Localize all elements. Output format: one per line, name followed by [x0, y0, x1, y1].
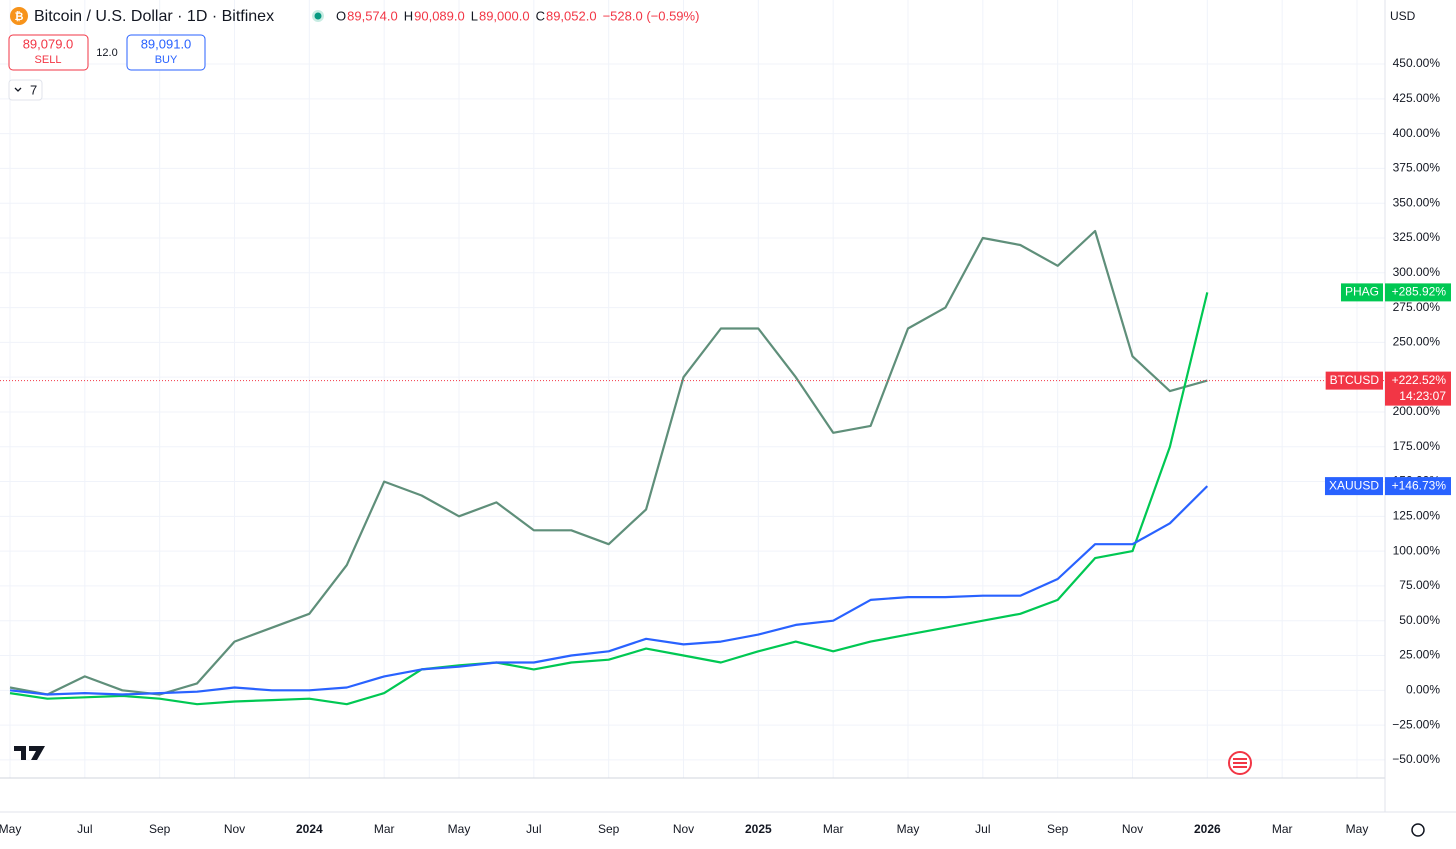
y-tick-label: 375.00%	[1393, 161, 1441, 175]
x-tick-label: Mar	[823, 822, 844, 836]
x-tick-label: May	[897, 822, 920, 836]
tv-logo	[14, 746, 45, 760]
series-badge	[1325, 371, 1383, 390]
y-tick-label: 275.00%	[1393, 300, 1441, 314]
buy-button[interactable]	[126, 34, 206, 71]
ohlc-label: L	[471, 8, 478, 23]
value-label: +285.92%	[1392, 285, 1447, 299]
x-tick-label: Nov	[224, 822, 245, 836]
x-tick-label: Nov	[1122, 822, 1143, 836]
ohlc-label: H	[404, 8, 413, 23]
y-tick-label: 175.00%	[1393, 439, 1441, 453]
value-label: +146.73%	[1392, 478, 1447, 492]
y-tick-label: 325.00%	[1393, 230, 1441, 244]
x-tick-label: Sep	[598, 822, 620, 836]
y-tick-label: 250.00%	[1393, 335, 1441, 349]
x-tick-label: 2025	[745, 822, 772, 836]
y-tick-label: 300.00%	[1393, 265, 1441, 279]
buy-label: BUY	[155, 54, 178, 66]
ohlc-value: 89,000.0	[479, 8, 530, 23]
series-badge-name: XAUUSD	[1329, 478, 1379, 492]
ohlc-value: 90,089.0	[414, 8, 465, 23]
value-badge	[1385, 283, 1451, 302]
sell-label: SELL	[35, 54, 62, 66]
series-badge-name: BTCUSD	[1330, 373, 1380, 387]
y-tick-label: 0.00%	[1406, 682, 1440, 696]
series-badge-name: PHAG	[1345, 285, 1379, 299]
x-tick-label: Jul	[526, 822, 541, 836]
buy-price: 89,091.0	[141, 36, 192, 51]
x-tick-label: Nov	[673, 822, 694, 836]
value-label: +222.52%	[1392, 373, 1447, 387]
y-tick-label: 425.00%	[1393, 91, 1441, 105]
x-tick-label: May	[448, 822, 471, 836]
y-tick-label: −25.00%	[1392, 717, 1440, 731]
series-badge	[1340, 283, 1383, 302]
y-tick-label: −50.00%	[1392, 752, 1440, 766]
series-badge	[1324, 477, 1383, 496]
currency-button[interactable]	[1386, 4, 1450, 30]
y-tick-label: 25.00%	[1399, 648, 1440, 662]
series-line	[9, 229, 1208, 696]
indicators-toggle[interactable]	[8, 79, 43, 101]
status-dot	[314, 12, 322, 20]
value-badge	[1385, 371, 1451, 406]
sell-price: 89,079.0	[23, 36, 74, 51]
ohlc-value: 89,574.0	[347, 8, 398, 23]
x-tick-label: Mar	[1272, 822, 1293, 836]
settings-icon[interactable]	[1411, 823, 1425, 837]
value-badge	[1385, 477, 1451, 496]
countdown: 14:23:07	[1399, 389, 1446, 403]
btc-icon	[10, 7, 28, 25]
y-tick-label: 450.00%	[1393, 56, 1441, 70]
x-tick-label: Jul	[975, 822, 990, 836]
series-line	[9, 292, 1209, 706]
y-tick-label: 125.00%	[1393, 509, 1441, 523]
ohlc-label: C	[536, 8, 545, 23]
indicators-count: 7	[30, 82, 37, 97]
x-tick-label: May	[0, 822, 21, 836]
y-tick-label: 200.00%	[1393, 404, 1441, 418]
btc-icon-glyph: ₿	[15, 11, 24, 23]
currency: USD	[1390, 9, 1416, 23]
y-tick-label: 400.00%	[1393, 126, 1441, 140]
x-tick-label: Sep	[149, 822, 171, 836]
grid	[0, 0, 1385, 778]
x-tick-label: Mar	[374, 822, 395, 836]
series-line	[9, 485, 1209, 696]
y-tick-label: 100.00%	[1393, 543, 1441, 557]
change: −528.0 (−0.59%)	[603, 8, 700, 23]
x-tick-label: 2026	[1194, 822, 1221, 836]
flag-stripes	[1233, 758, 1247, 768]
x-tick-label: May	[1346, 822, 1369, 836]
spread: 12.0	[96, 47, 117, 59]
sell-button[interactable]	[8, 34, 89, 71]
ohlc: O 89,574.0 H 90,089.0 L 89,000.0 C 89,052.0 −528…	[336, 8, 699, 23]
x-tick-label: Sep	[1047, 822, 1069, 836]
symbol: Bitcoin / U.S. Dollar · 1D · Bitfinex	[34, 8, 274, 25]
ohlc-label: O	[336, 8, 346, 23]
x-tick-label: Jul	[77, 822, 92, 836]
y-tick-label: 350.00%	[1393, 195, 1441, 209]
ohlc-value: 89,052.0	[546, 8, 597, 23]
chevron	[14, 87, 22, 92]
x-tick-label: 2024	[296, 822, 323, 836]
plot	[0, 229, 1385, 706]
y-tick-label: 75.00%	[1399, 578, 1440, 592]
y-tick-label: 50.00%	[1399, 613, 1440, 627]
